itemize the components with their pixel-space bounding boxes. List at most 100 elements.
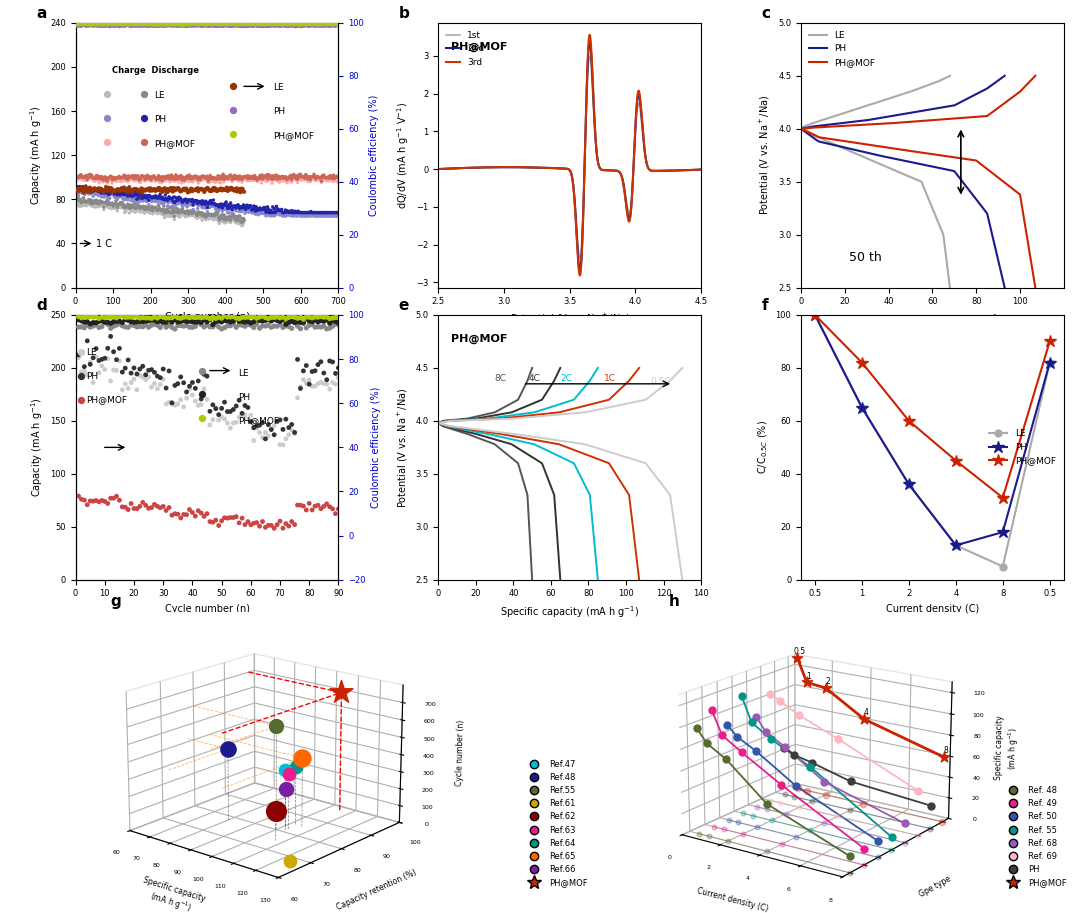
Point xyxy=(319,208,336,223)
3rd xyxy=(642,163,654,173)
Point xyxy=(240,201,257,215)
Point xyxy=(257,19,274,34)
Point xyxy=(136,18,153,33)
Point xyxy=(151,174,168,189)
Point xyxy=(114,185,132,200)
Point xyxy=(90,183,107,197)
Point xyxy=(127,182,145,196)
Point xyxy=(141,181,159,195)
Point xyxy=(257,169,274,184)
Point xyxy=(185,173,202,188)
Point xyxy=(132,16,149,31)
Point xyxy=(215,202,232,216)
Point xyxy=(127,16,145,31)
Point xyxy=(247,170,265,184)
Point xyxy=(68,172,85,186)
Point xyxy=(186,16,203,31)
Point xyxy=(86,186,104,201)
Point xyxy=(166,205,184,219)
Point xyxy=(224,19,241,34)
3rd xyxy=(432,163,445,174)
Point xyxy=(117,320,134,334)
Point xyxy=(150,16,167,31)
Point xyxy=(306,172,323,186)
Point xyxy=(73,194,91,209)
Point xyxy=(315,208,333,223)
Point xyxy=(213,401,230,415)
Line: PH@MOF: PH@MOF xyxy=(809,309,1056,504)
Point xyxy=(269,206,286,221)
Point xyxy=(158,310,175,325)
Point xyxy=(107,201,124,215)
Point xyxy=(98,18,116,33)
Point xyxy=(264,17,281,32)
Point xyxy=(259,18,276,33)
Y-axis label: Coulombic efficiency (%): Coulombic efficiency (%) xyxy=(369,95,379,215)
Point xyxy=(204,397,221,412)
Point xyxy=(167,181,185,195)
Point xyxy=(108,183,125,197)
Point xyxy=(70,199,87,214)
Point xyxy=(183,170,200,184)
Point xyxy=(296,172,313,186)
Point xyxy=(146,189,163,204)
Point xyxy=(151,18,168,33)
Point xyxy=(315,16,333,31)
Point xyxy=(279,174,296,189)
Point xyxy=(178,205,195,220)
Point xyxy=(151,314,168,329)
Point xyxy=(227,204,244,218)
Point xyxy=(179,195,197,210)
Point xyxy=(153,204,171,218)
Point xyxy=(140,202,158,216)
Point xyxy=(205,196,222,211)
Point xyxy=(249,18,267,33)
Point xyxy=(225,203,242,217)
Point xyxy=(322,17,339,32)
Point xyxy=(75,198,92,213)
Point xyxy=(296,170,313,184)
Point xyxy=(322,169,339,184)
Point xyxy=(205,17,222,32)
Point xyxy=(320,173,337,187)
Point xyxy=(325,17,342,32)
Point xyxy=(96,195,113,210)
Point xyxy=(107,173,124,188)
Point xyxy=(203,173,220,187)
Point xyxy=(219,18,237,33)
Point xyxy=(222,169,240,184)
Point xyxy=(124,200,141,215)
Point xyxy=(216,169,233,184)
Point xyxy=(210,314,227,329)
Point xyxy=(228,311,245,326)
Point xyxy=(107,17,124,32)
Point xyxy=(230,173,247,188)
Point xyxy=(156,192,173,206)
Point xyxy=(76,320,93,335)
Point xyxy=(136,192,153,206)
Point xyxy=(289,170,307,184)
Point xyxy=(323,205,340,220)
Point xyxy=(150,198,167,213)
Point xyxy=(288,208,306,223)
Point xyxy=(274,16,292,31)
Point xyxy=(249,173,267,187)
Point xyxy=(272,172,289,186)
Point xyxy=(325,208,342,223)
Point xyxy=(160,18,177,33)
Point xyxy=(135,17,152,32)
Point xyxy=(113,196,131,211)
Point xyxy=(175,182,192,196)
Point xyxy=(222,213,240,227)
Point xyxy=(125,173,143,188)
Point xyxy=(324,313,341,328)
Point xyxy=(183,16,200,31)
Point xyxy=(166,378,184,393)
Point xyxy=(70,182,87,196)
Point xyxy=(113,319,131,333)
Point xyxy=(154,316,172,331)
Point xyxy=(239,171,256,185)
Point xyxy=(242,518,259,532)
Point xyxy=(102,19,119,34)
Point xyxy=(237,17,254,32)
